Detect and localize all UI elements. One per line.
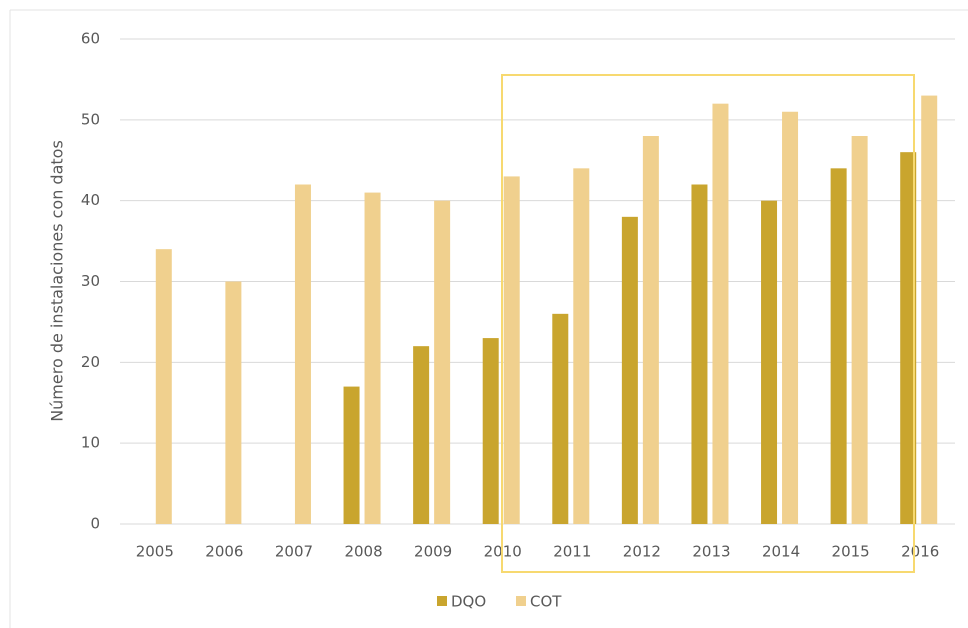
y-tick-label: 10 <box>81 434 100 452</box>
bar <box>691 184 708 524</box>
x-tick-label: 2016 <box>901 543 939 561</box>
bar <box>851 136 868 524</box>
bar <box>830 168 847 525</box>
bar <box>712 103 729 525</box>
y-axis-label: Número de instalaciones con datos <box>48 140 67 422</box>
legend-swatch <box>516 596 526 606</box>
bar <box>642 136 659 524</box>
bar <box>921 95 938 524</box>
legend: DQO COT <box>437 593 562 611</box>
x-tick-label: 2012 <box>623 543 661 561</box>
bar <box>434 200 451 524</box>
x-tick-label: 2005 <box>136 543 174 561</box>
bars <box>155 95 938 525</box>
x-tick-label: 2011 <box>553 543 591 561</box>
bar <box>343 386 360 524</box>
bar <box>482 338 499 524</box>
y-tick-label: 40 <box>81 191 100 209</box>
highlight-box <box>501 74 915 573</box>
bar <box>782 111 799 524</box>
x-tick-label: 2008 <box>344 543 382 561</box>
bar <box>364 192 381 525</box>
x-tick-label: 2015 <box>832 543 870 561</box>
bar <box>573 168 590 525</box>
bar <box>225 281 242 524</box>
bar <box>621 216 638 525</box>
y-tick-label: 0 <box>90 515 100 533</box>
y-tick-label: 20 <box>81 353 100 371</box>
y-tick-label: 50 <box>81 110 100 128</box>
legend-swatch <box>437 596 447 606</box>
bar <box>552 313 569 524</box>
bar <box>294 184 311 524</box>
x-tick-label: 2013 <box>692 543 730 561</box>
x-tick-label: 2006 <box>205 543 243 561</box>
legend-label: DQO <box>451 593 486 611</box>
bar <box>761 200 778 524</box>
legend-label: COT <box>530 593 562 611</box>
y-tick-label: 30 <box>81 272 100 290</box>
bar <box>155 249 172 524</box>
bar <box>900 152 917 524</box>
bar <box>503 176 520 524</box>
y-tick-label: 60 <box>81 30 100 48</box>
x-tick-label: 2014 <box>762 543 800 561</box>
x-tick-label: 2007 <box>275 543 313 561</box>
bar <box>413 346 430 524</box>
x-tick-label: 2009 <box>414 543 452 561</box>
